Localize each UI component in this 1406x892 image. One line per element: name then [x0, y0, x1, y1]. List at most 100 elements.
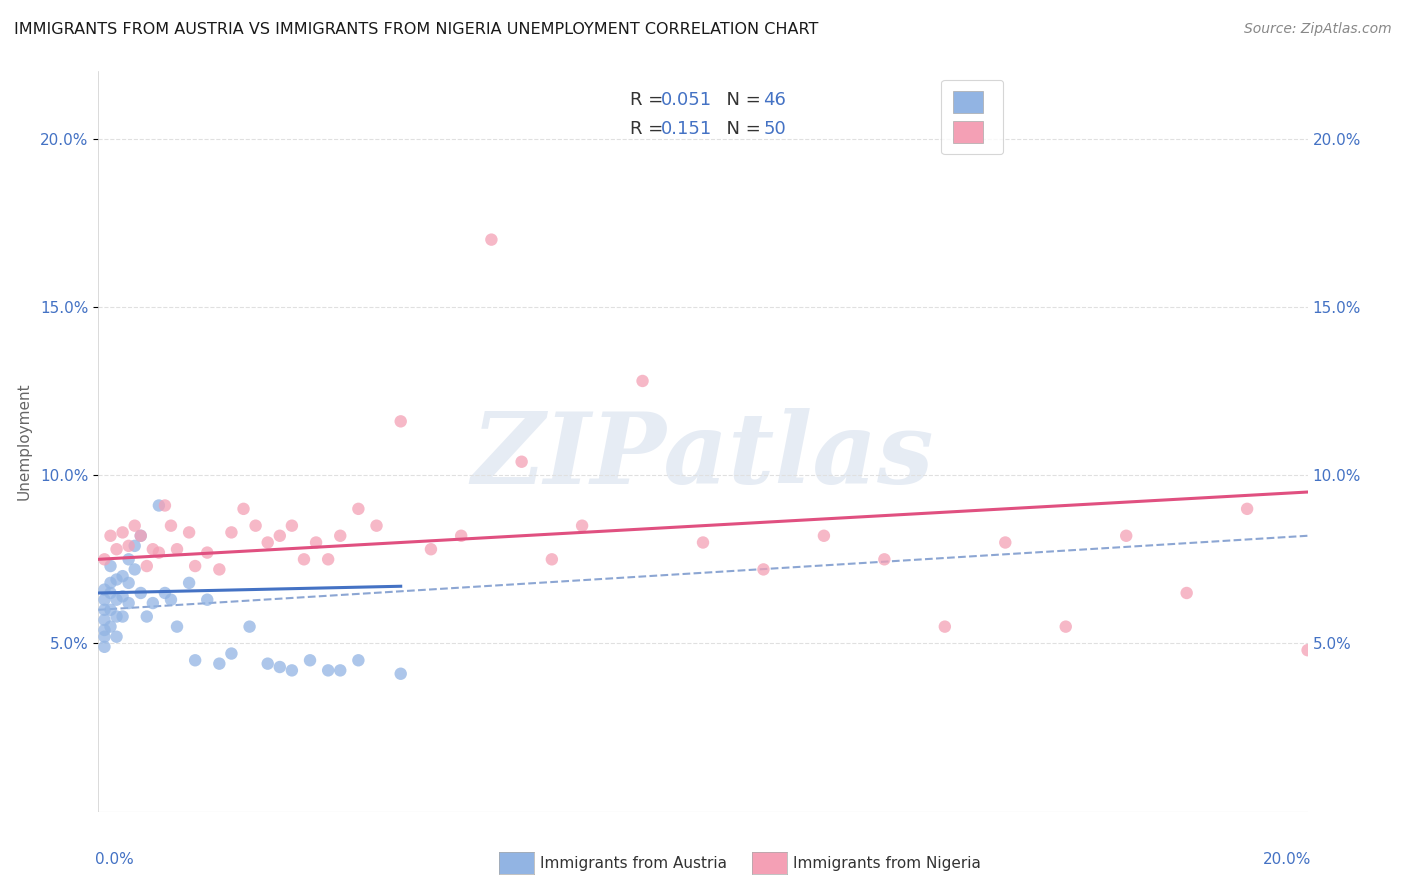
Point	[232, 501, 254, 516]
Point	[245, 518, 267, 533]
Point	[111, 609, 134, 624]
Point	[105, 630, 128, 644]
Point	[142, 596, 165, 610]
Point	[873, 552, 896, 566]
Point	[111, 590, 134, 604]
Point	[93, 592, 115, 607]
Point	[389, 414, 412, 428]
Point	[1357, 552, 1379, 566]
Point	[153, 586, 176, 600]
Point	[124, 539, 146, 553]
Point	[389, 666, 412, 681]
Point	[1296, 643, 1319, 657]
Point	[510, 455, 533, 469]
Point	[239, 619, 262, 633]
Point	[179, 525, 201, 540]
Point	[148, 499, 170, 513]
Point	[93, 640, 115, 654]
Point	[934, 619, 956, 633]
Point	[450, 529, 472, 543]
Point	[129, 529, 152, 543]
Point	[160, 592, 183, 607]
Point	[100, 619, 122, 633]
Point	[195, 545, 218, 560]
Point	[269, 529, 291, 543]
Point	[195, 592, 218, 607]
Point	[118, 596, 141, 610]
Point	[1054, 619, 1077, 633]
Point	[366, 518, 388, 533]
Point	[208, 657, 231, 671]
Point	[124, 518, 146, 533]
Point	[299, 653, 322, 667]
Point	[135, 609, 157, 624]
Point	[160, 518, 183, 533]
Point	[221, 525, 243, 540]
Point	[269, 660, 291, 674]
Text: R =: R =	[630, 91, 669, 109]
Text: 46: 46	[763, 91, 786, 109]
Point	[135, 559, 157, 574]
Text: 0.0%: 0.0%	[94, 853, 134, 867]
Point	[420, 542, 443, 557]
Point	[208, 562, 231, 576]
Point	[329, 529, 352, 543]
Point	[221, 647, 243, 661]
Point	[142, 542, 165, 557]
Point	[105, 609, 128, 624]
Text: N =: N =	[716, 91, 766, 109]
Point	[1115, 529, 1137, 543]
Text: R =: R =	[630, 120, 669, 138]
Point	[148, 545, 170, 560]
Point	[292, 552, 315, 566]
Point	[118, 552, 141, 566]
Point	[1236, 501, 1258, 516]
Text: 20.0%: 20.0%	[1263, 853, 1312, 867]
Point	[100, 575, 122, 590]
Point	[129, 529, 152, 543]
Text: IMMIGRANTS FROM AUSTRIA VS IMMIGRANTS FROM NIGERIA UNEMPLOYMENT CORRELATION CHAR: IMMIGRANTS FROM AUSTRIA VS IMMIGRANTS FR…	[14, 22, 818, 37]
Point	[93, 623, 115, 637]
Point	[93, 582, 115, 597]
Point	[692, 535, 714, 549]
Legend: , : ,	[942, 79, 1002, 154]
Point	[118, 539, 141, 553]
Point	[752, 562, 775, 576]
Point	[316, 664, 339, 678]
Point	[100, 586, 122, 600]
Point	[347, 501, 370, 516]
Point	[994, 535, 1017, 549]
Text: Source: ZipAtlas.com: Source: ZipAtlas.com	[1244, 22, 1392, 37]
Point	[93, 613, 115, 627]
Text: Immigrants from Austria: Immigrants from Austria	[540, 856, 727, 871]
Text: 50: 50	[763, 120, 786, 138]
Point	[129, 586, 152, 600]
Text: Immigrants from Nigeria: Immigrants from Nigeria	[793, 856, 981, 871]
Point	[105, 573, 128, 587]
Text: N =: N =	[716, 120, 766, 138]
Point	[631, 374, 654, 388]
Point	[124, 562, 146, 576]
Point	[813, 529, 835, 543]
Point	[305, 535, 328, 549]
Point	[93, 603, 115, 617]
Point	[111, 525, 134, 540]
Point	[347, 653, 370, 667]
Point	[93, 630, 115, 644]
Point	[166, 619, 188, 633]
Point	[281, 518, 304, 533]
Point	[256, 535, 278, 549]
Point	[256, 657, 278, 671]
Point	[184, 559, 207, 574]
Point	[111, 569, 134, 583]
Point	[100, 559, 122, 574]
Point	[105, 592, 128, 607]
Point	[100, 603, 122, 617]
Point	[153, 499, 176, 513]
Point	[179, 575, 201, 590]
Point	[281, 664, 304, 678]
Point	[540, 552, 562, 566]
Point	[166, 542, 188, 557]
Text: 0.151: 0.151	[661, 120, 711, 138]
Point	[118, 575, 141, 590]
